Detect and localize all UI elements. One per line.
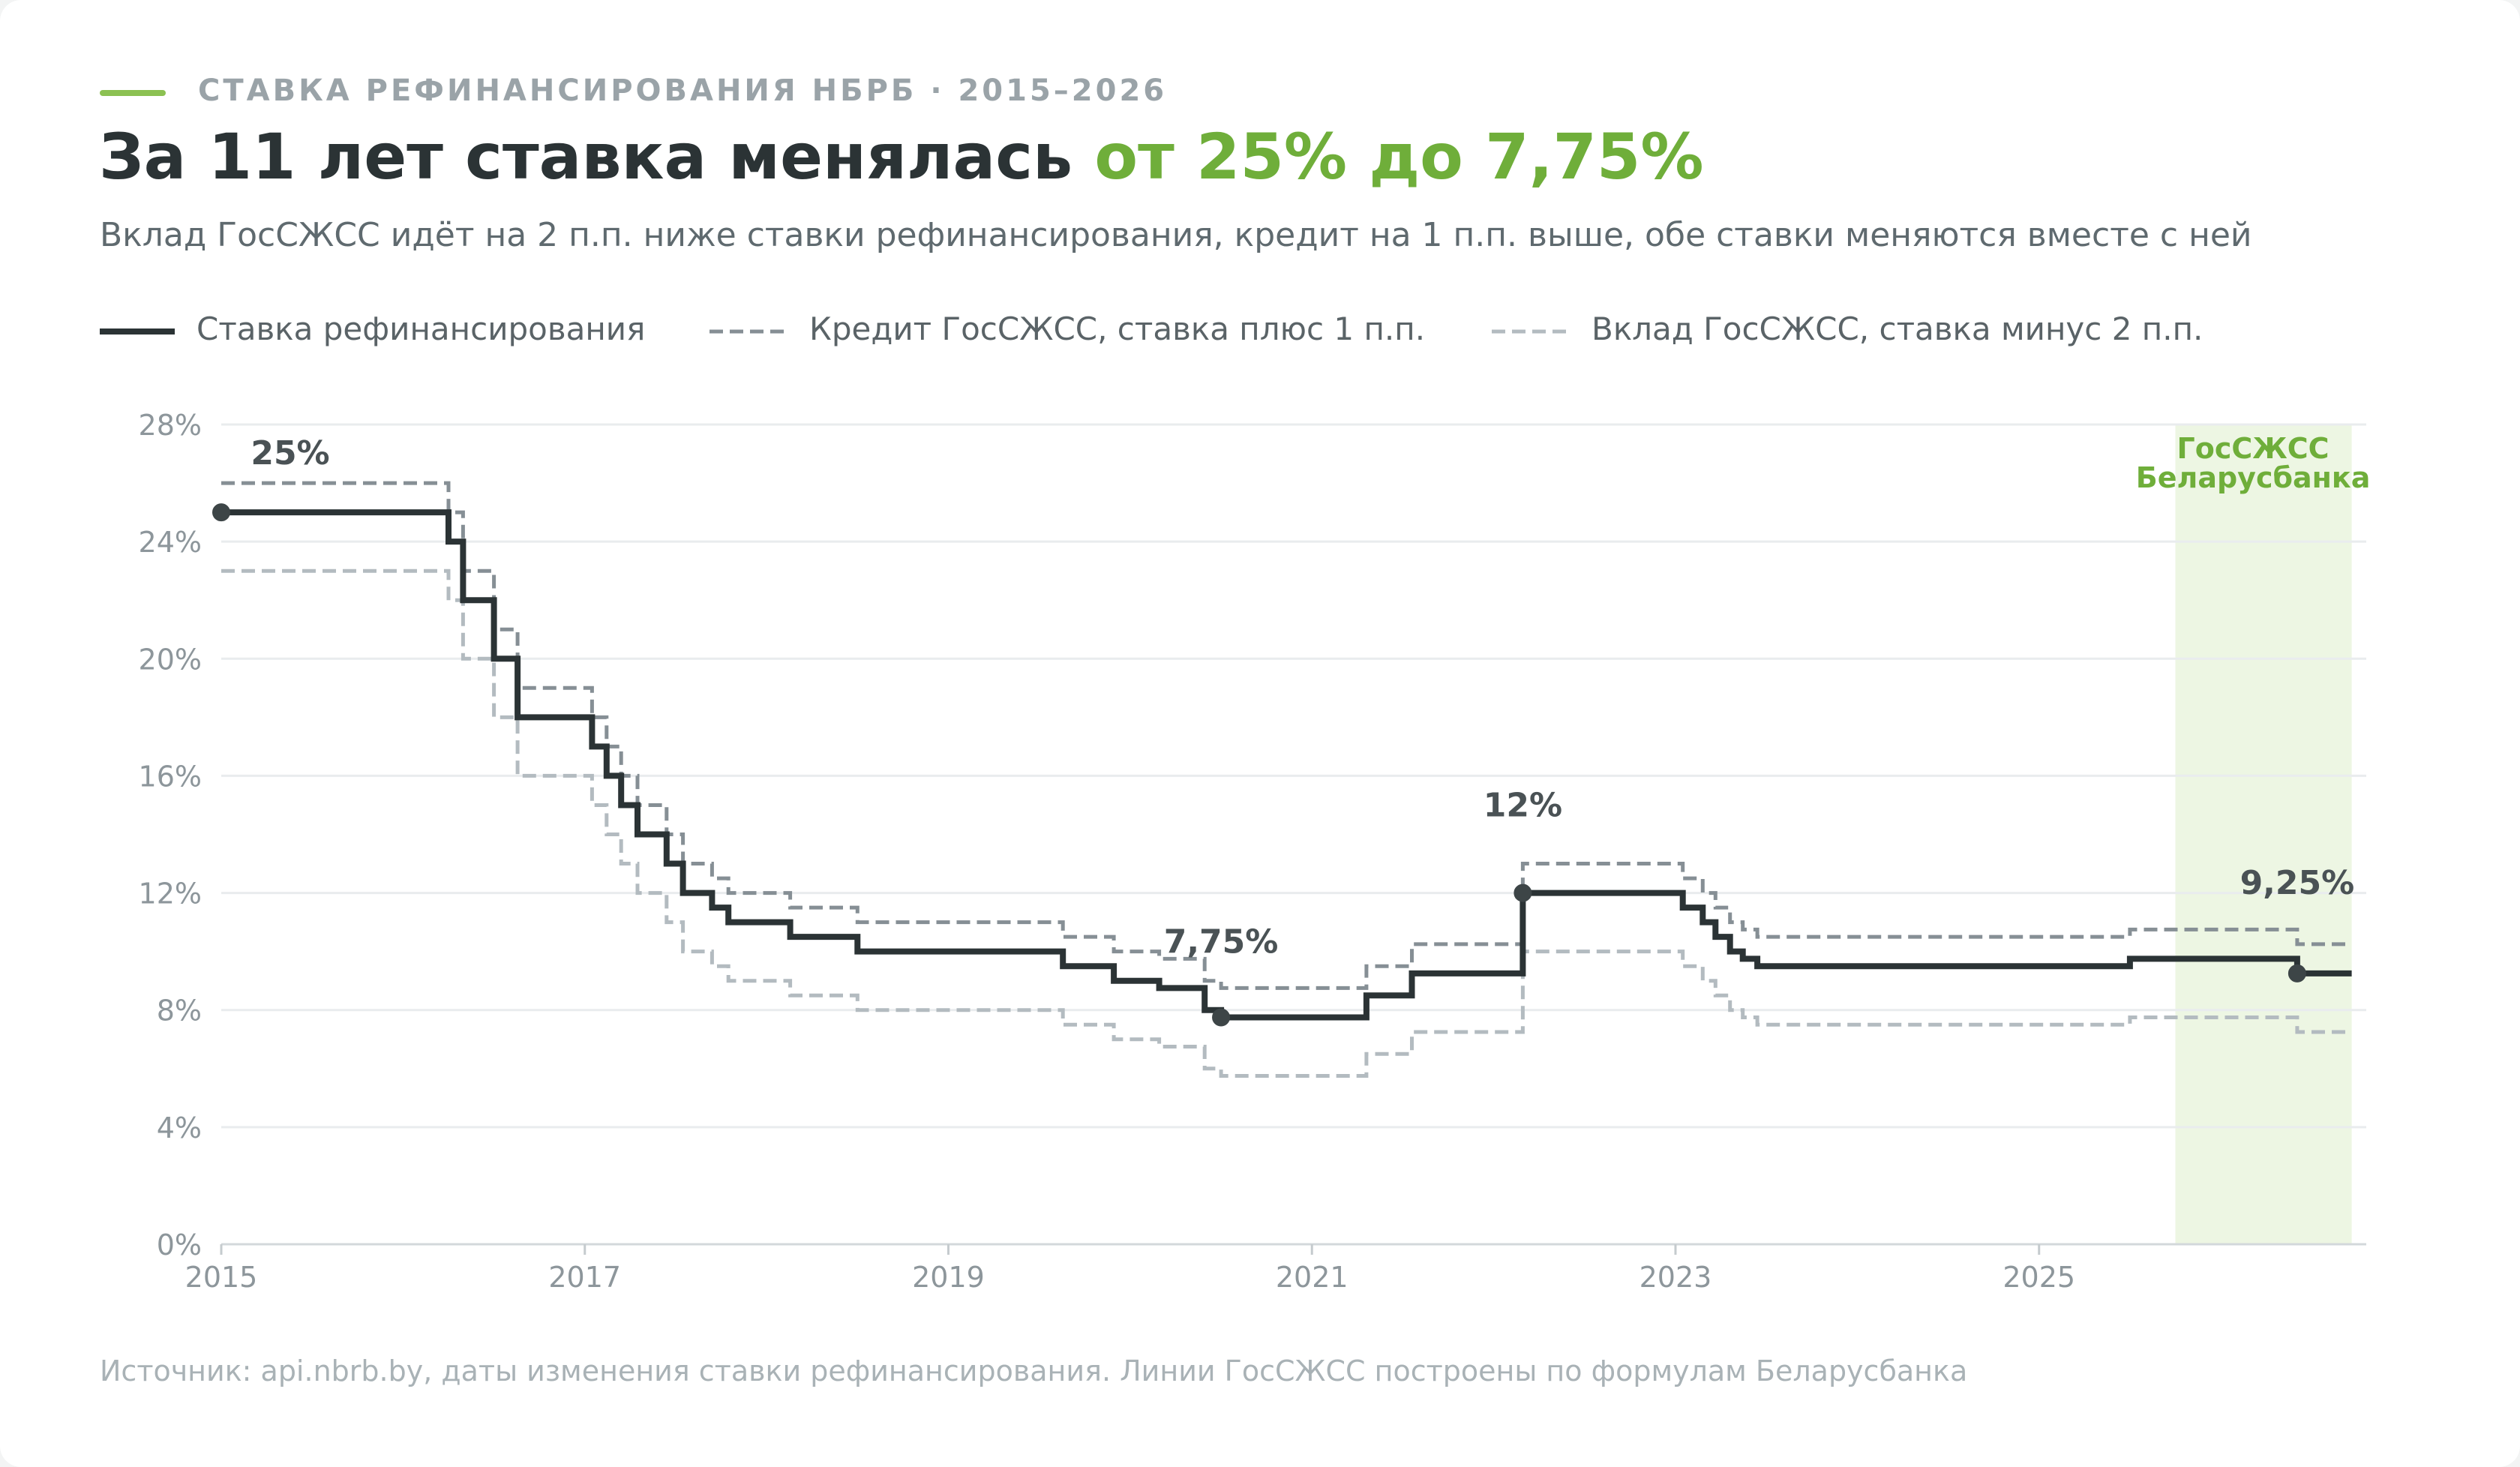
annotation-marker xyxy=(1212,1008,1231,1027)
annotation-label: 25% xyxy=(250,434,329,472)
series-refinancing-line xyxy=(221,509,2352,1021)
legend-label-refinancing: Ставка рефинансирования xyxy=(196,310,646,347)
legend-swatch-credit-dashed xyxy=(710,329,789,334)
annotation-marker xyxy=(2288,964,2306,982)
highlight-band-label-line1: ГосСЖСС xyxy=(2177,432,2330,465)
highlight-band xyxy=(2175,424,2352,1244)
legend-swatch-deposit-dashed xyxy=(1492,329,1571,334)
y-tick-label: 20% xyxy=(139,643,202,676)
x-tick-label: 2025 xyxy=(2002,1261,2075,1294)
legend-label-credit: Кредит ГосСЖСС, ставка плюс 1 п.п. xyxy=(809,310,1426,347)
y-tick-label: 12% xyxy=(139,878,202,910)
y-tick-label: 28% xyxy=(139,409,202,442)
x-tick-label: 2019 xyxy=(912,1261,985,1294)
legend-label-deposit: Вклад ГосСЖСС, ставка минус 2 п.п. xyxy=(1592,310,2204,347)
title-accent: от 25% до 7,75% xyxy=(1094,120,1704,194)
x-tick-label: 2015 xyxy=(185,1261,258,1294)
title-main: За 11 лет ставка менялась xyxy=(99,120,1095,194)
annotation-marker xyxy=(212,503,230,522)
page-title: За 11 лет ставка менялась от 25% до 7,75… xyxy=(99,120,1704,194)
y-tick-label: 8% xyxy=(157,994,202,1028)
kicker-accent-line xyxy=(100,90,166,96)
x-tick-label: 2021 xyxy=(1276,1261,1348,1294)
source-note: Источник: api.nbrb.by, даты изменения ст… xyxy=(100,1354,1968,1388)
annotation-label: 7,75% xyxy=(1164,922,1279,961)
annotation-label: 12% xyxy=(1484,787,1562,825)
x-tick-label: 2017 xyxy=(548,1261,621,1294)
y-tick-label: 0% xyxy=(157,1228,202,1262)
series-deposit-line xyxy=(221,568,2352,1078)
annotation-label: 9,25% xyxy=(2240,864,2355,902)
annotation-marker xyxy=(1514,884,1532,902)
y-tick-label: 24% xyxy=(139,526,202,559)
highlight-band-label-line2: Беларусбанка xyxy=(2136,461,2371,494)
y-tick-label: 4% xyxy=(157,1112,202,1144)
x-tick-label: 2023 xyxy=(1640,1261,1712,1294)
legend-swatch-solid xyxy=(100,328,175,334)
kicker-text: СТАВКА РЕФИНАНСИРОВАНИЯ НБРБ · 2015–2026 xyxy=(198,74,1168,108)
series-credit-line xyxy=(221,481,2352,990)
y-tick-label: 16% xyxy=(139,760,202,793)
page-subtitle: Вклад ГосСЖСС идёт на 2 п.п. ниже ставки… xyxy=(100,216,2252,254)
